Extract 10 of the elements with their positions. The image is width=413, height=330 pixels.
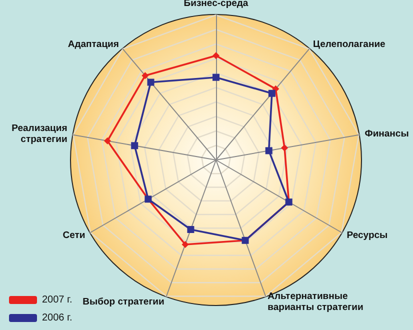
spoke-label: Сети (62, 230, 86, 241)
spoke-label: Альтернативные варианты стратегии (268, 290, 364, 313)
spoke-label: Целеполагание (313, 38, 386, 50)
spoke-label: Выбор стратегии (82, 296, 165, 308)
spoke-label: Реализация стратегии (12, 122, 68, 145)
legend-label: 2006 г. (42, 312, 72, 324)
spoke-label: Ресурсы (346, 230, 388, 241)
legend-label: 2007 г. (42, 294, 72, 306)
spoke-label: Финансы (364, 128, 409, 140)
spoke-label: Адаптация (68, 38, 119, 50)
